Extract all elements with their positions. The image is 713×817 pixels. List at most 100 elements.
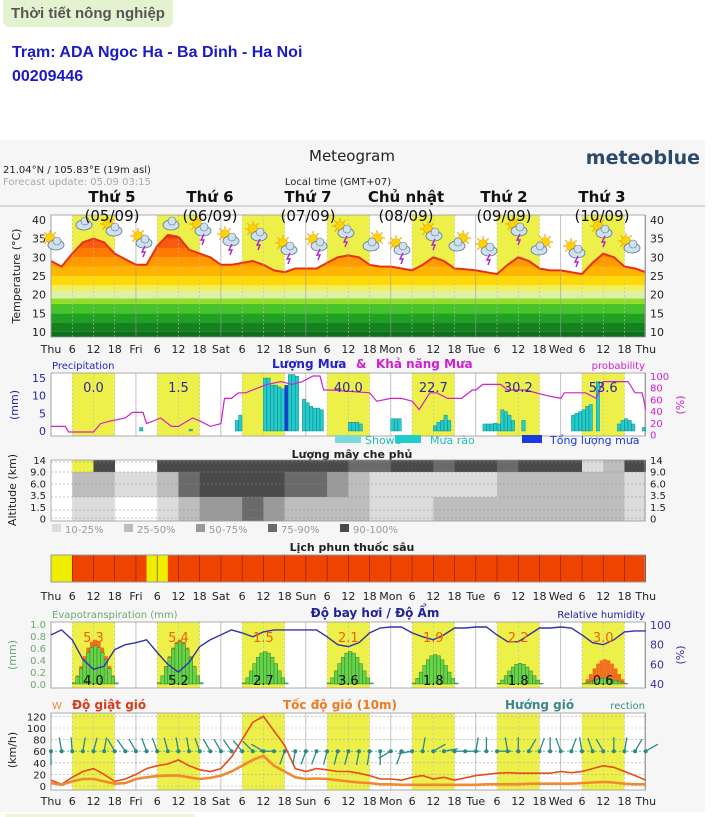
evap-bar (156, 682, 161, 685)
wind-direction-barb (194, 737, 201, 752)
wind-direction-barb (250, 743, 264, 752)
rain-bar (500, 409, 505, 432)
cloud-cell (433, 497, 455, 521)
sun-ray (256, 222, 260, 226)
humidity-axis-label: (%) (674, 645, 687, 664)
potential-evap-bar (610, 663, 614, 684)
day-date-label: (05/09) (85, 207, 140, 225)
sun-ray (131, 239, 135, 243)
wind-direction-dot (611, 749, 616, 754)
wind-direction-dot (548, 749, 553, 754)
rain-bar (571, 414, 575, 432)
temperature-color-band (51, 298, 645, 304)
cloud-cell (178, 460, 200, 472)
cloud-cell (603, 497, 625, 521)
cloud-cell (454, 472, 477, 497)
cloud-legend-label: 10-25% (65, 525, 104, 536)
daily-potential-evap: 3.0 (593, 631, 614, 646)
cloud-puff (430, 227, 440, 237)
potential-evap-bar (606, 660, 611, 684)
wind-direction-barb (344, 751, 349, 765)
temperature-x-label: 12 (171, 343, 185, 356)
spray-x-label: Mon (379, 590, 402, 603)
rain-bar (390, 418, 395, 432)
wind-x-label: 6 (154, 795, 161, 808)
sun-ray (111, 217, 115, 221)
cloud-legend-label: 75-90% (281, 525, 320, 536)
evap-bar (613, 680, 618, 685)
rain-bar (588, 404, 593, 432)
day-name-label: Thứ 5 (88, 188, 135, 206)
temperature-y2-tick: 10 (650, 326, 664, 339)
sun-ray (619, 234, 623, 238)
wind-direction-dot (218, 749, 223, 754)
sun-ray (389, 236, 393, 240)
cloud-cell (348, 460, 370, 472)
spray-cell (295, 555, 307, 582)
wind-direction-barb (292, 751, 296, 766)
cloud-cell (220, 460, 243, 472)
spray-cell (104, 555, 116, 582)
cloud-frame (50, 459, 646, 522)
direction-cut-label: rection (610, 701, 645, 712)
cloud-icon (162, 216, 180, 231)
spray-cell (242, 555, 254, 582)
sun-ray (421, 222, 425, 226)
wind-x-label: 12 (86, 795, 100, 808)
spray-cell (507, 555, 519, 582)
sun-ray (276, 236, 280, 240)
spray-x-label: 6 (69, 590, 76, 603)
spray-x-label: 12 (341, 590, 355, 603)
spray-cell (443, 555, 455, 582)
spray-cell (125, 555, 137, 582)
wind-direction-dot (356, 749, 361, 754)
evap-y-tick: 1.0 (30, 620, 46, 631)
cloud-cell (560, 472, 583, 497)
next-section-edge (5, 814, 195, 817)
wind-speed-title: Tốc độ gió (10m) (283, 698, 397, 712)
precip-legend-label: Mưa rào (430, 434, 475, 447)
temperature-x-label: Mon (379, 343, 402, 356)
wind-x-label: 6 (239, 795, 246, 808)
cloud-cell (327, 472, 349, 497)
rain-bar (277, 386, 282, 432)
cloud-cell (433, 472, 455, 497)
temperature-axis-label: Temperature (°C) (10, 229, 23, 325)
cloud-puff (342, 224, 352, 234)
precip-y-tick: 10 (32, 390, 46, 403)
day-date-label: (10/09) (575, 207, 630, 225)
sun-ray (399, 236, 403, 240)
cloud-cell (157, 460, 179, 472)
spray-x-label: Thu (634, 590, 656, 603)
wind-direction-dot (293, 749, 298, 754)
wind-direction-barb (570, 737, 577, 752)
sun-cloud-thunder-icon (563, 238, 586, 268)
sun-ray (141, 229, 145, 233)
sun-ray (486, 237, 490, 241)
wind-x-label: Fri (129, 795, 142, 808)
spray-cell (316, 555, 328, 582)
meteogram-title: Meteogram (309, 147, 395, 165)
cloud-y2-tick: 6.0 (650, 479, 666, 490)
sun-ray (218, 237, 222, 241)
wind-direction-barb (311, 750, 318, 765)
cloud-cell (114, 472, 137, 497)
spray-x-label: Fri (129, 590, 142, 603)
sun-cloud-thunder-icon (332, 218, 355, 248)
sun-ray (431, 222, 435, 226)
daily-precip-total: 1.5 (168, 381, 189, 396)
cloud-cell (157, 497, 179, 521)
potential-evap-bar (596, 663, 600, 684)
cloud-legend-swatch (52, 524, 61, 532)
section-title-tab[interactable]: Thời tiết nông nghiệp (3, 0, 173, 27)
cloud-puff (110, 222, 120, 232)
wind-direction-dot (558, 749, 563, 754)
wind-direction-dot (229, 749, 234, 754)
cloud-cell (157, 472, 179, 497)
wind-direction-dot (91, 749, 96, 754)
cloud-puff (167, 216, 177, 226)
temperature-x-label: 18 (617, 343, 631, 356)
humidity-line (50, 626, 646, 674)
temperature-x-label: 6 (494, 343, 501, 356)
cloud-cell (305, 460, 328, 472)
